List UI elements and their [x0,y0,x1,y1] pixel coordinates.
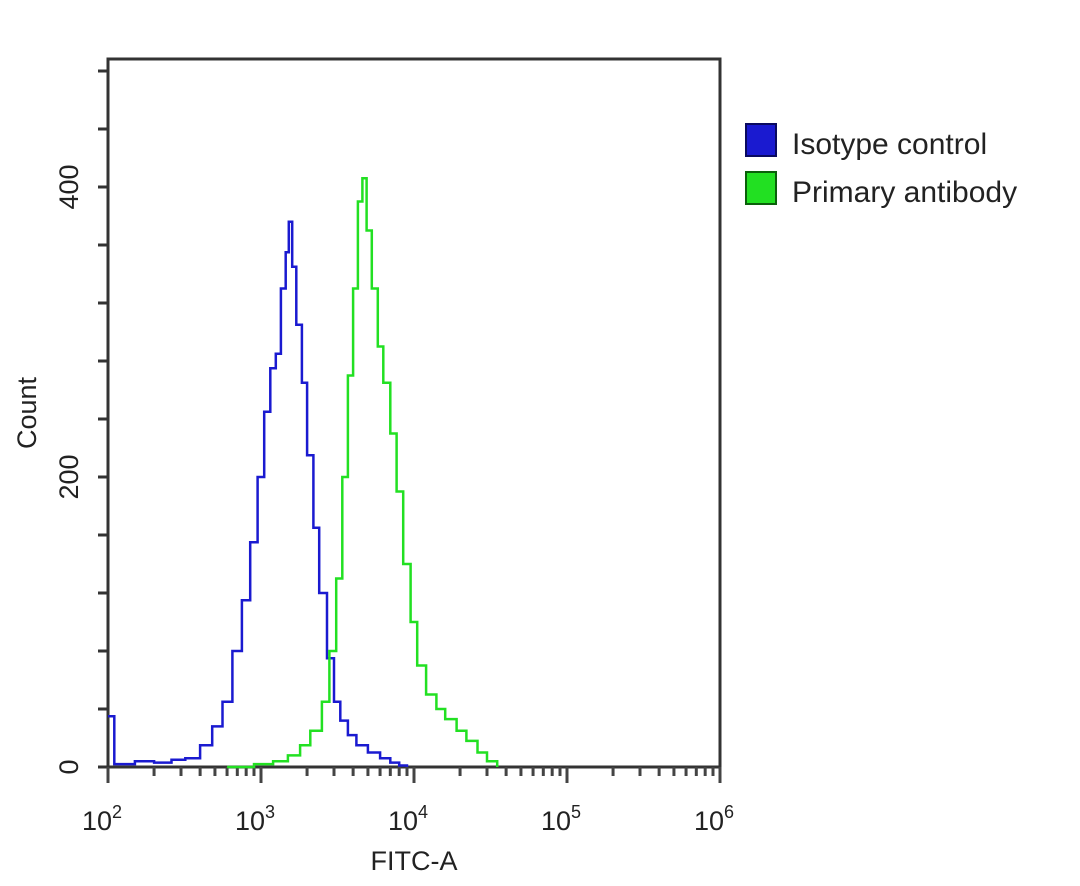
legend: Isotype control Primary antibody [745,123,1017,209]
legend-label: Primary antibody [792,176,1017,209]
x-tick-label: 102 [82,802,122,836]
y-tick-label: 0 [54,759,84,774]
legend-label: Isotype control [792,128,987,161]
plot-frame [106,57,722,769]
y-tick-label: 400 [54,164,84,209]
series-layer [108,177,499,769]
x-axis-title: FITC-A [371,846,458,876]
legend-swatch-green [745,171,777,205]
primary-antibody-curve [227,177,499,769]
y-tick-label: 200 [54,454,84,499]
plot-border [106,57,722,769]
y-axis: 0 200 400 [54,69,108,775]
x-tick-label: 106 [694,802,734,836]
isotype-control-curve [108,220,409,767]
x-tick-label: 103 [235,802,275,836]
y-axis-title: Count [12,376,42,449]
x-tick-label: 105 [541,802,581,836]
x-tick-label: 104 [388,802,428,836]
legend-item-isotype-control: Isotype control [745,123,987,161]
legend-item-primary-antibody: Primary antibody [745,171,1017,209]
legend-swatch-blue [745,123,777,157]
x-axis: 102 103 104 105 106 [82,767,734,836]
